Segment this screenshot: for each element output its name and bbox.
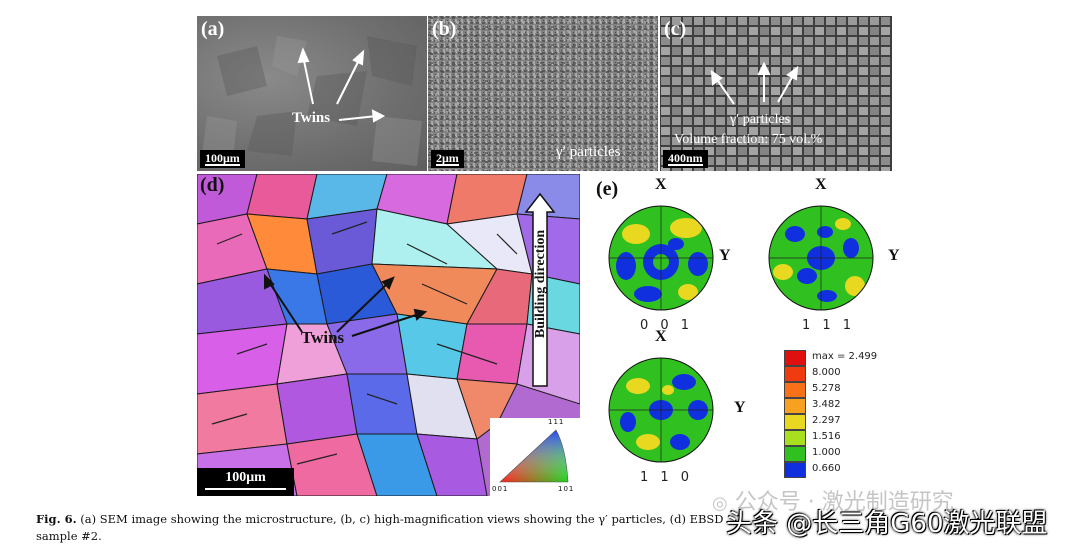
watermark-wechat-text: 公众号 · 激光制造研究	[734, 490, 954, 515]
legend-swatch	[784, 382, 806, 398]
sem-texture-c	[660, 16, 892, 171]
panel-a-sem-image: (a) Twins 100μm	[197, 16, 427, 171]
legend-label: 0.660	[812, 463, 841, 474]
panel-b-scale-bar: 2μm	[431, 150, 464, 168]
pf-111-axis-x: X	[815, 176, 827, 193]
pole-figure-001-plot	[608, 205, 714, 311]
pf-111-axis-y: Y	[888, 247, 900, 264]
legend-row: 2.297	[784, 414, 934, 432]
legend-row: 1.000	[784, 446, 934, 464]
panel-d-ebsd-map: (d) Twins Building direction 100μm 111 0…	[197, 174, 580, 496]
contour-legend: max = 2.499 8.000 5.278 3.482 2.297 1.516 1.00…	[784, 350, 934, 480]
panel-c-label: (c)	[664, 18, 687, 40]
ipf-color-key: 111 001 101	[490, 418, 580, 496]
legend-swatch	[784, 350, 806, 366]
sem-texture-a	[202, 36, 422, 166]
pole-figure-111-plot	[768, 205, 874, 311]
pf-110-axis-x: X	[655, 328, 667, 345]
pf-001-axis-x: X	[655, 176, 667, 193]
pf-001-name: 0 0 1	[640, 318, 694, 333]
ipf-label-001: 001	[492, 485, 509, 493]
caption-line1: (a) SEM image showing the microstructure…	[80, 512, 724, 526]
legend-row: 3.482	[784, 398, 934, 416]
sem-texture-b	[428, 16, 658, 171]
figure-caption: Fig. 6. (a) SEM image showing the micros…	[36, 511, 1066, 545]
legend-label: 3.482	[812, 399, 841, 410]
legend-swatch	[784, 366, 806, 382]
panel-d-scale-text: 100μm	[225, 470, 266, 485]
legend-row: max = 2.499	[784, 350, 934, 368]
pole-figure-111: X Y 1 1 1	[755, 176, 905, 336]
legend-label: max = 2.499	[812, 351, 878, 362]
legend-swatch	[784, 398, 806, 414]
legend-row: 0.660	[784, 462, 934, 480]
caption-line2: sample #2.	[36, 529, 102, 543]
building-direction-label: Building direction	[533, 229, 548, 339]
wechat-icon: ◎	[712, 493, 728, 514]
panel-b-particles-label: γ′ particles	[556, 144, 621, 160]
pf-110-name: 1 1 0	[640, 470, 694, 485]
pf-111-name: 1 1 1	[802, 318, 856, 333]
pf-001-axis-y: Y	[719, 247, 731, 264]
legend-row: 5.278	[784, 382, 934, 400]
panel-a-twins-label: Twins	[292, 110, 331, 126]
panel-e-label: (e)	[596, 178, 619, 200]
legend-label: 1.000	[812, 447, 841, 458]
ipf-label-101: 101	[558, 485, 575, 493]
caption-fig-label: Fig. 6.	[36, 512, 77, 526]
panel-c-sem-image: (c) γ′ particles Volume fraction: 75 vol…	[660, 16, 892, 171]
legend-swatch	[784, 446, 806, 462]
panel-b-sem-image: (b) γ′ particles 2μm	[428, 16, 658, 171]
legend-label: 1.516	[812, 431, 841, 442]
legend-label: 8.000	[812, 367, 841, 378]
panel-d-label: (d)	[200, 174, 225, 196]
legend-row: 1.516	[784, 430, 934, 448]
legend-label: 2.297	[812, 415, 841, 426]
panel-c-scale-bar: 400nm	[663, 150, 708, 168]
pole-figure-110-plot	[608, 357, 714, 463]
scale-line	[205, 488, 286, 490]
ebsd-grain-map	[197, 174, 580, 496]
pole-figure-001: X Y 0 0 1	[598, 176, 738, 336]
legend-label: 5.278	[812, 383, 841, 394]
panel-d-twins-label: Twins	[301, 328, 345, 347]
panel-a-label: (a)	[201, 18, 225, 40]
watermark-toutiao: 头条 @长三角G60激光联盟	[726, 509, 1048, 539]
legend-swatch	[784, 462, 806, 478]
panel-b-label: (b)	[432, 18, 457, 40]
pf-110-axis-y: Y	[734, 399, 746, 416]
legend-swatch	[784, 430, 806, 446]
panel-d-scale-bar: 100μm	[197, 468, 294, 496]
legend-swatch	[784, 414, 806, 430]
panel-c-particles-label: γ′ particles	[730, 112, 791, 127]
ipf-label-111: 111	[548, 418, 565, 426]
legend-row: 8.000	[784, 366, 934, 384]
pole-figure-110: X Y 1 1 0	[598, 328, 748, 490]
ipf-triangle	[499, 429, 569, 483]
watermark-wechat: ◎ 公众号 · 激光制造研究	[712, 484, 954, 516]
panel-c-volume-fraction: Volume fraction: 75 vol.%	[674, 132, 823, 147]
panel-a-scale-bar: 100μm	[200, 150, 245, 168]
